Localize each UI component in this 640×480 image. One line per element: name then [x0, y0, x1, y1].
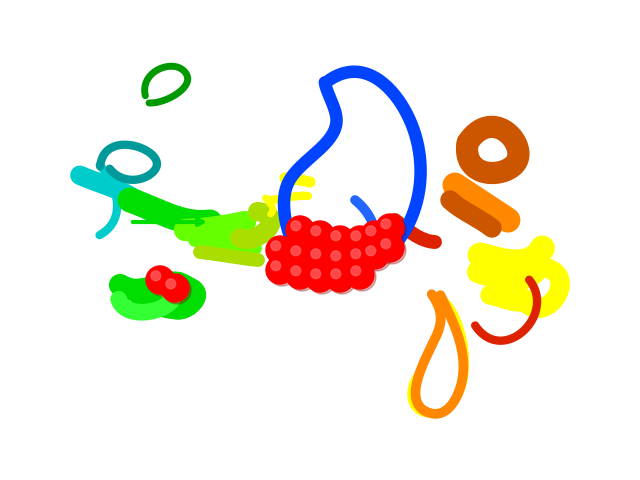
Circle shape	[161, 274, 189, 302]
Circle shape	[328, 266, 356, 294]
Circle shape	[286, 216, 314, 244]
Circle shape	[266, 236, 294, 264]
Circle shape	[346, 226, 374, 254]
Circle shape	[308, 223, 336, 251]
Circle shape	[271, 261, 281, 271]
Circle shape	[326, 226, 354, 254]
Circle shape	[311, 226, 321, 236]
Circle shape	[291, 246, 301, 256]
Circle shape	[288, 263, 316, 291]
Circle shape	[266, 256, 294, 284]
Circle shape	[376, 234, 404, 262]
Circle shape	[311, 269, 321, 279]
Circle shape	[306, 244, 334, 272]
Circle shape	[348, 263, 376, 291]
Circle shape	[346, 244, 374, 272]
Circle shape	[361, 241, 389, 269]
Circle shape	[311, 249, 321, 259]
Circle shape	[326, 264, 354, 292]
Circle shape	[291, 266, 301, 276]
Circle shape	[146, 266, 174, 294]
Circle shape	[286, 241, 314, 269]
Circle shape	[268, 258, 296, 286]
Circle shape	[288, 243, 316, 271]
Circle shape	[366, 246, 376, 256]
Circle shape	[286, 261, 314, 289]
Circle shape	[363, 243, 391, 271]
Circle shape	[381, 219, 390, 228]
Circle shape	[291, 221, 301, 231]
Circle shape	[328, 248, 356, 276]
Circle shape	[351, 266, 361, 276]
Circle shape	[361, 221, 389, 249]
Circle shape	[366, 226, 376, 236]
Circle shape	[163, 276, 191, 304]
Circle shape	[268, 238, 296, 266]
Circle shape	[148, 268, 176, 296]
Circle shape	[348, 246, 376, 274]
Circle shape	[308, 246, 336, 274]
Circle shape	[351, 231, 361, 240]
Circle shape	[376, 214, 404, 242]
Circle shape	[151, 271, 161, 281]
Circle shape	[288, 218, 316, 246]
Circle shape	[378, 236, 406, 264]
Circle shape	[271, 241, 281, 251]
Circle shape	[351, 249, 361, 259]
Circle shape	[326, 246, 354, 274]
Circle shape	[346, 261, 374, 289]
Circle shape	[306, 264, 334, 292]
Circle shape	[378, 216, 406, 244]
Circle shape	[308, 266, 336, 294]
Circle shape	[328, 228, 356, 256]
Circle shape	[331, 251, 340, 261]
Circle shape	[166, 279, 176, 288]
Circle shape	[363, 223, 391, 251]
Circle shape	[348, 228, 376, 256]
Circle shape	[331, 231, 340, 240]
Circle shape	[381, 239, 390, 249]
Circle shape	[306, 221, 334, 249]
Circle shape	[331, 269, 340, 279]
